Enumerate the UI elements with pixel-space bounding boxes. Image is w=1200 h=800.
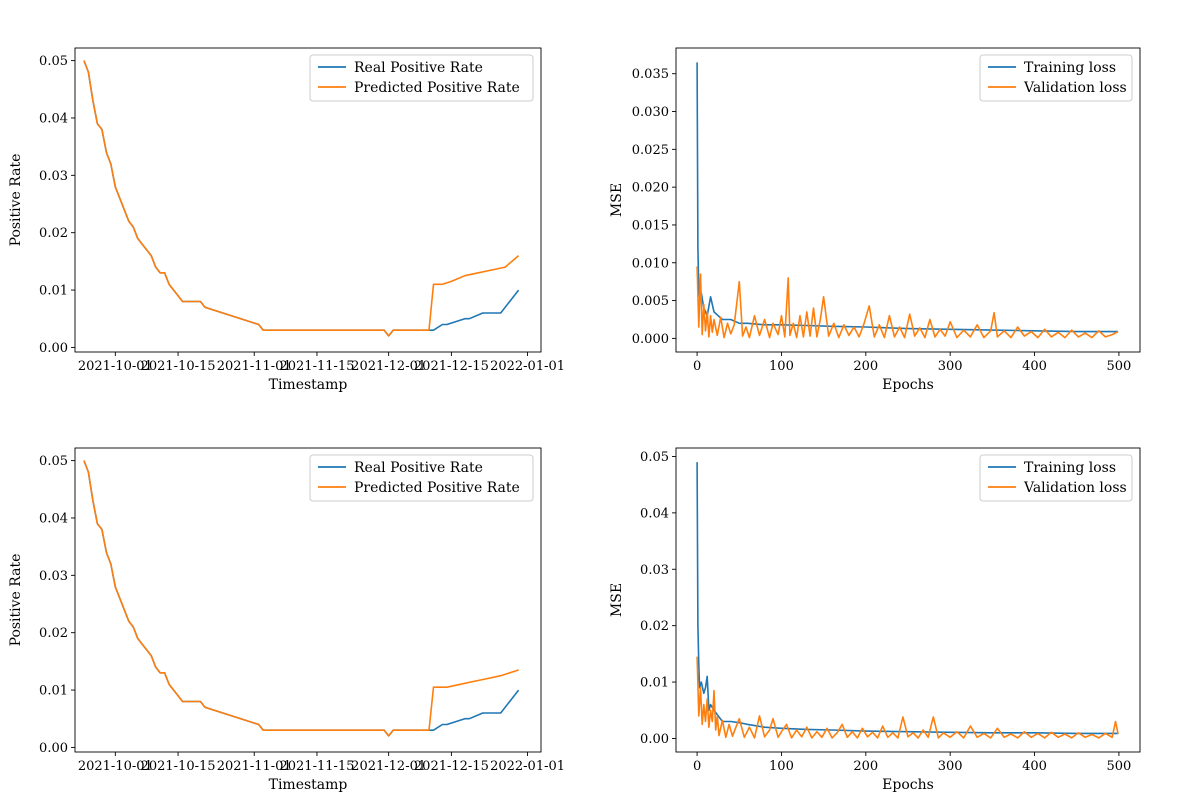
x-tick-label: 500: [1106, 759, 1131, 774]
x-tick-label: 300: [938, 759, 963, 774]
axes-frame: [74, 47, 542, 353]
x-tick-label: 2021-10-15: [141, 359, 216, 374]
x-axis-label: Epochs: [882, 377, 934, 393]
series-line-b: [83, 460, 519, 737]
x-tick-label: 2021-11-01: [217, 759, 292, 774]
y-axis-label: MSE: [609, 583, 625, 617]
y-tick-label: 0.00: [39, 741, 68, 756]
y-tick-label: 0.025: [632, 143, 669, 158]
x-tick-label: 2021-10-01: [78, 359, 153, 374]
series-line-b: [696, 266, 1119, 339]
x-tick-label: 0: [693, 359, 701, 374]
y-axis-label: MSE: [609, 183, 625, 217]
legend-box: [309, 54, 534, 102]
x-tick-label: 2021-11-15: [279, 359, 354, 374]
x-axis-label: Epochs: [882, 777, 934, 793]
y-tick-label: 0.01: [640, 676, 669, 691]
legend-label: Predicted Positive Rate: [354, 480, 520, 496]
x-tick-label: 2021-12-15: [414, 359, 489, 374]
x-tick-label: 2021-11-01: [217, 359, 292, 374]
legend-label: Predicted Positive Rate: [354, 80, 520, 96]
legend: Training loss Validation loss: [979, 54, 1133, 102]
y-tick-label: 0.01: [39, 284, 68, 299]
x-tick-label: 400: [1022, 759, 1047, 774]
series-group: [696, 62, 1119, 339]
y-tick-label: 0.05: [39, 54, 68, 69]
y-tick-label: 0.020: [632, 181, 669, 196]
y-tick-label: 0.00: [39, 341, 68, 356]
x-axis-label: Timestamp: [269, 777, 348, 793]
series-line-a: [83, 460, 520, 737]
y-tick-label: 0.03: [39, 169, 68, 184]
x-tick-label: 2021-10-01: [78, 759, 153, 774]
legend-label: Training loss: [1024, 460, 1116, 476]
y-tick-label: 0.005: [632, 294, 669, 309]
axes-frame: [675, 447, 1141, 753]
y-tick-label: 0.04: [39, 511, 68, 526]
series-line-a: [83, 60, 520, 337]
legend-label: Training loss: [1024, 60, 1116, 76]
x-tick-label: 400: [1022, 359, 1047, 374]
x-tick-label: 2021-10-15: [141, 759, 216, 774]
y-tick-label: 0.04: [39, 111, 68, 126]
x-tick-label: 2021-11-15: [279, 759, 354, 774]
legend: Real Positive Rate Predicted Positive Rat…: [309, 454, 534, 502]
x-tick-label: 200: [853, 759, 878, 774]
series-group: [83, 60, 520, 337]
legend-label: Validation loss: [1023, 480, 1127, 496]
x-tick-label: 200: [853, 359, 878, 374]
series-line-a: [696, 462, 1119, 735]
series-group: [696, 462, 1119, 739]
legend: Real Positive Rate Predicted Positive Rat…: [309, 54, 534, 102]
y-axis-label: Positive Rate: [8, 554, 24, 647]
x-tick-label: 2022-01-01: [490, 359, 565, 374]
y-axis-label: Positive Rate: [8, 154, 24, 247]
x-axis-label: Timestamp: [269, 377, 348, 393]
x-tick-label: 2022-01-01: [490, 759, 565, 774]
legend: Training loss Validation loss: [979, 454, 1133, 502]
x-tick-label: 100: [769, 359, 794, 374]
chart-panel-2: 0 100 200 300 400 500 0.000 0.005 0.010 0.015 0.02…: [609, 47, 1141, 393]
y-tick-label: 0.00: [640, 732, 669, 747]
x-tick-label: 500: [1106, 359, 1131, 374]
x-tick-label: 2021-12-01: [351, 359, 426, 374]
x-tick-label: 300: [938, 359, 963, 374]
axes-frame: [675, 47, 1141, 353]
y-tick-label: 0.01: [39, 684, 68, 699]
y-tick-label: 0.035: [632, 67, 669, 82]
legend-label: Real Positive Rate: [354, 460, 483, 476]
legend-box: [309, 454, 534, 502]
chart-panel-4: 0 100 200 300 400 500 0.00 0.01 0.02 0.03 0.04 0.05…: [609, 447, 1141, 793]
series-group: [83, 460, 520, 737]
x-tick-label: 100: [769, 759, 794, 774]
series-line-b: [83, 60, 520, 337]
legend-label: Validation loss: [1023, 80, 1127, 96]
axes-frame: [74, 447, 542, 753]
y-tick-label: 0.010: [632, 256, 669, 271]
y-tick-label: 0.03: [640, 563, 669, 578]
y-tick-label: 0.04: [640, 506, 669, 521]
series-line-a: [696, 62, 1119, 333]
y-tick-label: 0.030: [632, 105, 669, 120]
series-line-b: [696, 656, 1119, 739]
y-tick-label: 0.02: [39, 226, 68, 241]
legend-box: [979, 54, 1133, 102]
x-tick-label: 2021-12-15: [414, 759, 489, 774]
y-tick-label: 0.03: [39, 569, 68, 584]
y-tick-label: 0.015: [632, 218, 669, 233]
y-tick-label: 0.02: [39, 626, 68, 641]
legend-label: Real Positive Rate: [354, 60, 483, 76]
y-tick-label: 0.05: [39, 454, 68, 469]
y-tick-label: 0.05: [640, 450, 669, 465]
x-tick-label: 2021-12-01: [351, 759, 426, 774]
legend-box: [979, 454, 1133, 502]
y-tick-label: 0.000: [632, 332, 669, 347]
y-tick-label: 0.02: [640, 619, 669, 634]
x-tick-label: 0: [693, 759, 701, 774]
